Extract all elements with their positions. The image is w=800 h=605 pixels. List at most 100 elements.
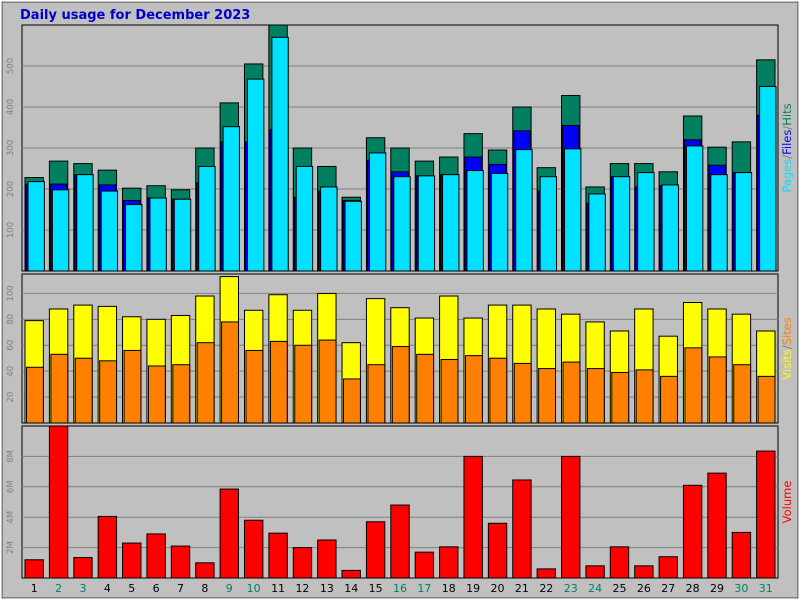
bar-pages-day-5 bbox=[125, 204, 143, 272]
x-tick-label-day-29: 29 bbox=[710, 582, 724, 595]
bar-pages-day-21 bbox=[515, 149, 533, 272]
bar-sites-day-26 bbox=[635, 369, 654, 424]
bar-sites-day-16 bbox=[391, 346, 410, 424]
x-tick-label-day-27: 27 bbox=[661, 582, 675, 595]
bar-volume-day-21 bbox=[512, 479, 532, 579]
x-axis-day-labels: 1 2 3 4 5 6 7 8 9 10 11 12 13 14 15 16 17 18 19 20 21 22 23 24 2… bbox=[31, 582, 773, 595]
label-part-visits: Visits bbox=[780, 349, 794, 380]
bar-sites-day-4 bbox=[99, 360, 118, 424]
x-tick-label-day-10: 10 bbox=[247, 582, 261, 595]
bar-pages-day-2 bbox=[51, 189, 70, 272]
bar-sites-day-15 bbox=[367, 364, 386, 424]
x-tick-label-day-17: 17 bbox=[417, 582, 431, 595]
bar-pages-day-10 bbox=[246, 78, 265, 272]
y-tick-label: 100 bbox=[6, 222, 16, 238]
y-tick-label: 20 bbox=[6, 392, 16, 403]
chart-title: Daily usage for December 2023 bbox=[20, 8, 250, 23]
bar-volume-day-2 bbox=[48, 425, 69, 579]
bar-volume-day-3 bbox=[73, 556, 93, 579]
bar-sites-day-6 bbox=[147, 365, 166, 424]
x-tick-label-day-9: 9 bbox=[226, 582, 233, 595]
x-tick-label-day-18: 18 bbox=[442, 582, 456, 595]
bar-pages-day-26 bbox=[637, 172, 655, 272]
bar-sites-day-7 bbox=[172, 364, 191, 424]
bar-volume-day-18 bbox=[439, 546, 459, 579]
x-tick-label-day-22: 22 bbox=[539, 582, 553, 595]
bar-sites-day-11 bbox=[269, 340, 288, 424]
bar-sites-day-13 bbox=[318, 339, 337, 424]
bar-pages-day-3 bbox=[76, 174, 94, 272]
label-part-sites: Sites bbox=[780, 317, 794, 345]
x-tick-label-day-2: 2 bbox=[55, 582, 62, 595]
bar-volume-day-31 bbox=[756, 450, 776, 579]
bar-volume-day-26 bbox=[634, 565, 654, 579]
y-tick-label: 4M bbox=[6, 511, 16, 524]
bar-volume-day-8 bbox=[195, 562, 215, 579]
x-tick-label-day-30: 30 bbox=[734, 582, 748, 595]
bar-sites-day-27 bbox=[660, 375, 678, 424]
y-tick-label: 40 bbox=[6, 366, 16, 377]
bar-volume-day-5 bbox=[122, 542, 142, 579]
bar-sites-day-20 bbox=[489, 357, 508, 424]
bar-pages-day-30 bbox=[734, 172, 753, 272]
bar-sites-day-22 bbox=[538, 368, 557, 424]
bar-sites-day-10 bbox=[245, 349, 264, 424]
bar-volume-day-23 bbox=[561, 455, 581, 579]
bar-sites-day-28 bbox=[684, 347, 703, 424]
bar-pages-day-25 bbox=[612, 176, 631, 272]
y-tick-label: 2M bbox=[6, 541, 16, 554]
bar-sites-day-1 bbox=[26, 366, 44, 424]
x-tick-label-day-14: 14 bbox=[344, 582, 358, 595]
bar-pages-day-7 bbox=[173, 198, 192, 272]
bar-volume-day-13 bbox=[317, 539, 337, 579]
bar-sites-day-12 bbox=[294, 344, 313, 424]
bar-volume-day-25 bbox=[609, 546, 630, 579]
bar-pages-day-29 bbox=[710, 174, 728, 272]
bar-pages-day-15 bbox=[368, 152, 387, 272]
y-tick-label: 300 bbox=[6, 140, 16, 156]
bar-sites-day-8 bbox=[196, 342, 215, 424]
x-tick-label-day-15: 15 bbox=[369, 582, 383, 595]
bar-pages-day-6 bbox=[149, 197, 167, 272]
bar-pages-day-18 bbox=[442, 174, 460, 272]
x-tick-label-day-26: 26 bbox=[637, 582, 651, 595]
bar-volume-day-20 bbox=[487, 522, 508, 579]
panel-volume: 2M 4M 6M 8M Volume bbox=[6, 425, 794, 579]
bar-volume-day-4 bbox=[97, 515, 118, 579]
y-tick-label: 100 bbox=[6, 285, 16, 301]
bar-sites-day-24 bbox=[586, 368, 605, 424]
bar-sites-day-29 bbox=[708, 356, 727, 424]
bar-volume-day-1 bbox=[24, 559, 44, 579]
series-volume bbox=[24, 425, 776, 579]
bar-sites-day-21 bbox=[513, 362, 532, 424]
x-tick-label-day-11: 11 bbox=[271, 582, 285, 595]
label-part-files: Files bbox=[780, 130, 794, 155]
bar-pages-day-22 bbox=[539, 176, 558, 272]
x-tick-label-day-1: 1 bbox=[31, 582, 38, 595]
panel-visits-sites: 20 40 60 80 100 Visits/Sites bbox=[6, 273, 794, 424]
bar-sites-day-31 bbox=[757, 375, 776, 424]
bar-sites-day-5 bbox=[123, 349, 142, 424]
y-axis-label-hits-files-pages: Pages/Files/Hits bbox=[780, 103, 794, 192]
bar-pages-day-20 bbox=[490, 172, 509, 272]
x-tick-label-day-7: 7 bbox=[177, 582, 184, 595]
bar-sites-day-18 bbox=[440, 359, 459, 424]
bar-volume-day-27 bbox=[658, 556, 678, 579]
bar-sites-day-17 bbox=[416, 353, 435, 424]
x-tick-label-day-8: 8 bbox=[201, 582, 208, 595]
series-sites bbox=[26, 321, 776, 424]
bar-volume-day-7 bbox=[170, 545, 191, 579]
x-tick-label-day-24: 24 bbox=[588, 582, 602, 595]
bar-pages-day-12 bbox=[295, 165, 314, 272]
bar-pages-day-8 bbox=[198, 165, 216, 272]
bar-volume-day-14 bbox=[341, 569, 361, 579]
bar-volume-day-24 bbox=[585, 565, 605, 579]
y-axis-label-visits-sites: Visits/Sites bbox=[780, 317, 794, 379]
bar-pages-day-31 bbox=[759, 86, 777, 272]
series-pages bbox=[27, 36, 777, 272]
y-tick-label: 80 bbox=[6, 314, 16, 325]
panel-hits-files-pages: 100 200 300 400 500 Pages/Files/Hits bbox=[6, 24, 794, 272]
